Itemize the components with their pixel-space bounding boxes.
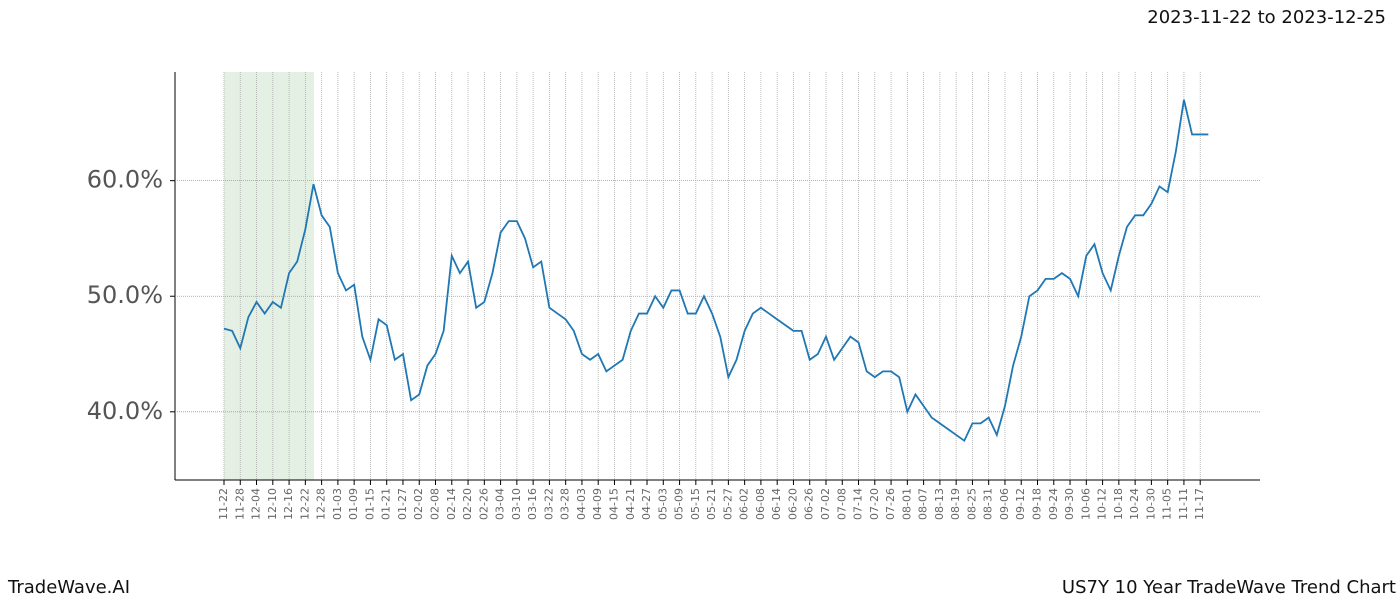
x-tick-label: 03-22 — [542, 488, 555, 520]
brand: TradeWave.AI — [7, 577, 130, 598]
x-tick-label: 01-27 — [396, 488, 409, 520]
x-tick-label: 10-06 — [1079, 488, 1092, 520]
x-tick-label: 06-02 — [738, 488, 751, 520]
x-tick-label: 06-20 — [786, 488, 799, 520]
x-tick-label: 05-09 — [673, 488, 686, 520]
x-tick-label: 05-03 — [656, 488, 669, 520]
x-tick-label: 07-08 — [835, 488, 848, 520]
x-tick-label: 10-18 — [1112, 488, 1125, 520]
x-tick-label: 08-31 — [982, 488, 995, 520]
y-tick-label: 60.0% — [87, 166, 163, 194]
x-tick-label: 01-15 — [363, 488, 376, 520]
x-tick-label: 12-28 — [315, 488, 328, 520]
x-tick-label: 09-18 — [1031, 488, 1044, 520]
y-tick-label: 40.0% — [87, 397, 163, 425]
x-tick-label: 11-05 — [1161, 488, 1174, 520]
x-tick-label: 11-28 — [233, 488, 246, 520]
chart-name: US7Y 10 Year TradeWave Trend Chart — [1062, 577, 1396, 598]
x-tick-label: 08-07 — [917, 488, 930, 520]
x-tick-label: 02-14 — [445, 488, 458, 520]
x-tick-label: 07-02 — [819, 488, 832, 520]
x-tick-label: 09-12 — [1014, 488, 1027, 520]
highlight-span — [224, 72, 314, 480]
x-tick-label: 09-30 — [1063, 488, 1076, 520]
x-tick-label: 06-08 — [754, 488, 767, 520]
x-tick-label: 10-30 — [1144, 488, 1157, 520]
x-tick-label: 06-14 — [770, 488, 783, 520]
x-tick-label: 04-03 — [575, 488, 588, 520]
x-tick-label: 03-10 — [510, 488, 523, 520]
x-tick-label: 11-17 — [1193, 488, 1206, 520]
x-tick-label: 04-09 — [591, 488, 604, 520]
trend-line — [223, 99, 1209, 443]
x-tick-label: 10-24 — [1128, 488, 1141, 520]
x-tick-label: 01-21 — [380, 488, 393, 520]
x-tick-label: 10-12 — [1096, 488, 1109, 520]
x-tick-label: 08-13 — [933, 488, 946, 520]
x-tick-label: 11-22 — [217, 488, 230, 520]
x-tick-label: 11-11 — [1177, 488, 1190, 520]
x-tick-label: 09-06 — [998, 488, 1011, 520]
x-tick-label: 03-04 — [494, 488, 507, 520]
x-tick-label: 08-25 — [965, 488, 978, 520]
x-tick-label: 03-28 — [559, 488, 572, 520]
x-tick-label: 06-26 — [803, 488, 816, 520]
x-tick-label: 12-04 — [250, 488, 263, 520]
x-tick-label: 07-20 — [868, 488, 881, 520]
x-tick-label: 02-02 — [412, 488, 425, 520]
x-tick-label: 02-20 — [461, 488, 474, 520]
x-tick-label: 04-15 — [607, 488, 620, 520]
x-tick-label: 07-26 — [884, 488, 897, 520]
y-tick-label: 50.0% — [87, 281, 163, 309]
x-tick-label: 12-10 — [266, 488, 279, 520]
x-tick-label: 02-08 — [429, 488, 442, 520]
x-tick-label: 07-14 — [852, 488, 865, 520]
x-tick-label: 04-27 — [640, 488, 653, 520]
x-tick-label: 05-21 — [705, 488, 718, 520]
x-tick-label: 01-03 — [331, 488, 344, 520]
x-tick-label: 03-16 — [526, 488, 539, 520]
x-tick-label: 02-26 — [477, 488, 490, 520]
x-tick-label: 09-24 — [1047, 488, 1060, 520]
x-tick-label: 08-19 — [949, 488, 962, 520]
x-tick-label: 05-27 — [721, 488, 734, 520]
date-range: 2023-11-22 to 2023-12-25 — [1147, 7, 1386, 28]
x-tick-label: 08-01 — [900, 488, 913, 520]
x-tick-label: 12-22 — [298, 488, 311, 520]
x-tick-label: 05-15 — [689, 488, 702, 520]
x-tick-label: 01-09 — [347, 488, 360, 520]
x-tick-label: 12-16 — [282, 488, 295, 520]
x-tick-label: 04-21 — [624, 488, 637, 520]
